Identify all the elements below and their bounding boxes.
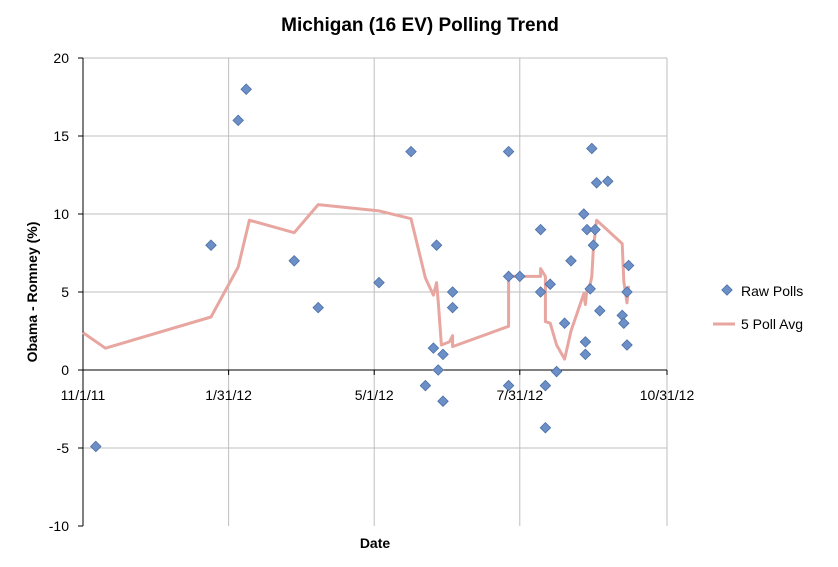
x-tick-label: 1/31/12 [205, 387, 252, 403]
raw-poll-point [539, 421, 552, 434]
raw-poll-point [232, 114, 244, 127]
raw-poll-point [594, 304, 606, 317]
avg-line [82, 203, 631, 361]
raw-poll-point [534, 286, 547, 298]
gridlines [83, 57, 668, 526]
x-tick-label: 7/31/12 [496, 387, 543, 403]
raw-poll-point [437, 395, 449, 407]
avg-series [82, 203, 631, 361]
legend-marker-raw-polls [721, 284, 733, 296]
raw-poll-point [205, 239, 217, 251]
raw-poll-point [288, 255, 300, 267]
raw-poll-point [502, 145, 515, 158]
raw-poll-point [437, 348, 449, 361]
tick-labels: -10 -5 0 5 10 15 20 11/1/11 1/31/12 5/1/12 7/31/12… [49, 50, 695, 534]
legend-label-5-poll-avg: 5 Poll Avg [741, 316, 803, 332]
raw-poll-point [618, 317, 630, 329]
y-tick-label: 10 [53, 206, 69, 222]
raw-poll-point [432, 364, 444, 376]
legend: Raw Polls 5 Poll Avg [713, 283, 803, 332]
raw-poll-point [446, 286, 459, 298]
raw-poll-point [558, 317, 571, 329]
raw-poll-point [539, 379, 552, 392]
raw-poll-point [622, 259, 635, 272]
raw-poll-point [430, 239, 443, 251]
legend-item-raw-polls: Raw Polls [721, 283, 803, 299]
x-tick-label: 5/1/12 [355, 387, 394, 403]
raw-poll-point [565, 255, 577, 267]
raw-poll-point [502, 270, 515, 283]
axes [78, 57, 668, 527]
raw-poll-point [584, 283, 596, 295]
x-tick-label: 11/1/11 [61, 387, 106, 403]
legend-label-raw-polls: Raw Polls [741, 283, 803, 299]
raw-polls-series [90, 83, 635, 453]
raw-poll-point [90, 440, 102, 453]
raw-poll-point [621, 339, 633, 351]
raw-poll-point [544, 278, 556, 290]
raw-poll-point [514, 270, 526, 283]
raw-poll-point [373, 276, 385, 289]
raw-poll-point [579, 348, 592, 361]
raw-poll-point [405, 145, 417, 158]
raw-poll-point [502, 379, 515, 392]
raw-poll-point [581, 223, 593, 236]
x-tick-label: 10/31/12 [640, 387, 695, 403]
y-tick-label: -5 [57, 440, 70, 456]
legend-item-5-poll-avg: 5 Poll Avg [713, 316, 803, 332]
y-tick-label: 0 [61, 362, 69, 378]
raw-poll-point [579, 336, 592, 348]
raw-poll-point [589, 223, 601, 236]
raw-poll-point [587, 239, 600, 251]
y-tick-label: 5 [61, 284, 69, 300]
raw-poll-point [602, 175, 614, 188]
x-axis-title: Date [360, 535, 391, 551]
raw-poll-point [446, 301, 459, 314]
raw-poll-point [312, 301, 324, 314]
raw-poll-point [419, 379, 432, 392]
raw-poll-point [586, 142, 598, 155]
raw-poll-point [590, 177, 603, 189]
chart-title: Michigan (16 EV) Polling Trend [281, 15, 559, 36]
y-axis-title: Obama - Romney (%) [24, 222, 40, 363]
raw-poll-point [621, 286, 633, 298]
y-tick-label: -10 [49, 518, 69, 534]
raw-poll-point [578, 208, 590, 220]
y-tick-label: 15 [53, 128, 69, 144]
raw-poll-point [240, 83, 252, 95]
raw-poll-point [427, 342, 440, 354]
y-tick-label: 20 [53, 50, 69, 66]
raw-poll-point [534, 223, 547, 236]
raw-poll-point [550, 365, 563, 378]
